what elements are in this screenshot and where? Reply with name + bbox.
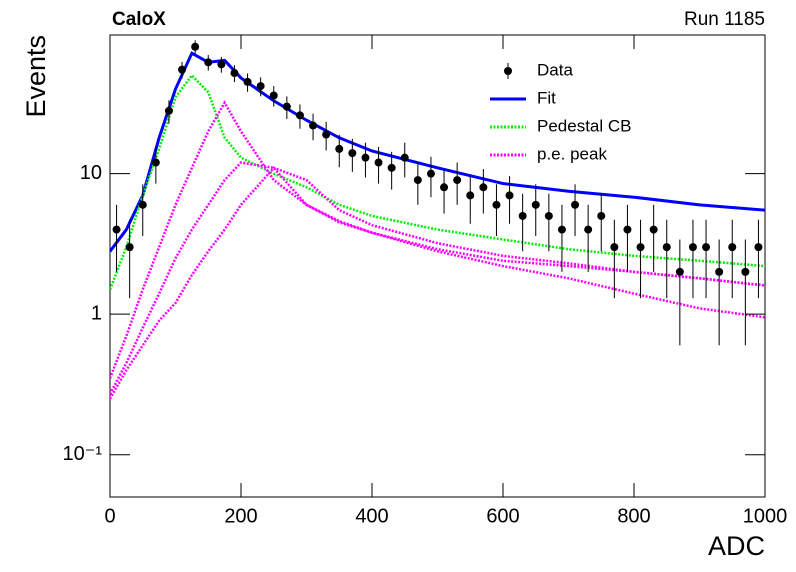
data-point: [440, 183, 449, 192]
data-point: [295, 111, 304, 120]
data-point: [138, 200, 147, 209]
legend-label: Pedestal CB: [537, 116, 632, 135]
x-tick-label: 0: [104, 505, 115, 527]
data-point: [243, 77, 252, 86]
x-tick-label: 800: [617, 505, 650, 527]
data-point: [348, 149, 357, 158]
legend-label: Data: [537, 60, 573, 79]
data-point: [309, 121, 318, 130]
data-point: [505, 191, 514, 200]
y-axis-label: Events: [21, 35, 51, 118]
data-point: [466, 191, 475, 200]
data-point: [636, 243, 645, 252]
data-point: [230, 69, 239, 78]
legend-entry: Pedestal CB: [490, 116, 632, 135]
data-point: [374, 158, 383, 167]
chart-title: CaloX: [112, 9, 166, 30]
data-point: [387, 163, 396, 172]
data-point: [413, 176, 422, 185]
y-tick-label: 10⁻¹: [63, 443, 103, 465]
data-point: [453, 176, 462, 185]
curve: [110, 166, 765, 400]
data-point: [191, 42, 200, 51]
legend-entry: p.e. peak: [490, 144, 607, 163]
data-point: [557, 225, 566, 234]
x-tick-label: 1000: [743, 505, 788, 527]
data-point: [675, 267, 684, 276]
data-point: [361, 153, 370, 162]
data-point: [702, 243, 711, 252]
data-point: [741, 267, 750, 276]
curve: [110, 161, 765, 395]
data-point: [204, 58, 213, 67]
data-point: [518, 211, 527, 220]
legend-entry: Fit: [490, 88, 556, 107]
data-point: [178, 65, 187, 74]
y-tick-label: 10: [80, 162, 102, 184]
legend-label: Fit: [537, 88, 556, 107]
data-point: [715, 267, 724, 276]
x-tick-label: 600: [486, 505, 519, 527]
legend-entry: Data: [504, 60, 573, 79]
data-point: [623, 225, 632, 234]
data-point: [335, 144, 344, 153]
data-point: [662, 243, 671, 252]
data-point: [584, 225, 593, 234]
data-point: [492, 200, 501, 209]
x-tick-label: 400: [355, 505, 388, 527]
data-point: [217, 60, 226, 69]
data-point: [688, 243, 697, 252]
plot-area: [110, 40, 765, 400]
data-point: [544, 211, 553, 220]
data-point: [164, 106, 173, 115]
data-point: [400, 153, 409, 162]
data-point: [151, 158, 160, 167]
data-point: [426, 169, 435, 178]
data-point: [322, 130, 331, 139]
data-point: [269, 91, 278, 100]
data-point: [125, 243, 134, 252]
x-axis-label: ADC: [708, 531, 765, 561]
chart-subtitle: Run 1185: [684, 9, 765, 30]
data-point: [256, 82, 265, 91]
data-point: [571, 200, 580, 209]
legend-label: p.e. peak: [537, 144, 607, 163]
x-tick-label: 200: [224, 505, 257, 527]
data-point: [531, 200, 540, 209]
legend-marker: [504, 67, 512, 75]
data-point: [479, 183, 488, 192]
data-point: [112, 225, 121, 234]
y-tick-label: 1: [91, 302, 102, 324]
data-point: [649, 225, 658, 234]
data-point: [754, 243, 763, 252]
data-point: [597, 211, 606, 220]
curve: [110, 100, 765, 379]
data-point: [282, 102, 291, 111]
data-point: [610, 243, 619, 252]
data-point: [728, 243, 737, 252]
curve: [110, 73, 765, 290]
